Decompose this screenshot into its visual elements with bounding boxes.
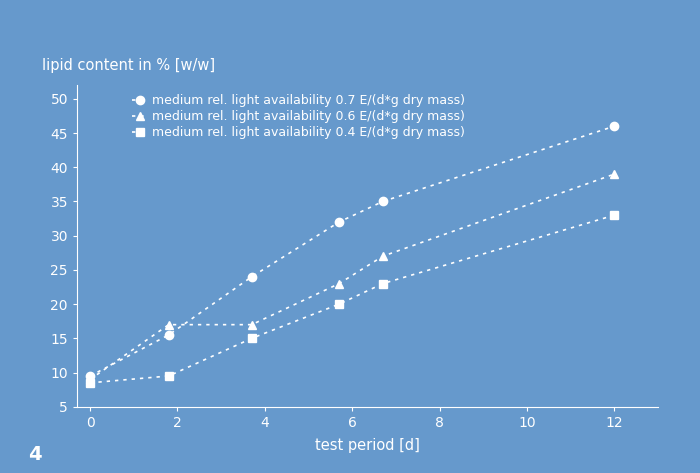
medium rel. light availability 0.6 E/(d*g dry mass): [335, 281, 343, 287]
Legend: medium rel. light availability 0.7 E/(d*g dry mass), medium rel. light availabil: medium rel. light availability 0.7 E/(d*…: [130, 91, 468, 141]
medium rel. light availability 0.4 E/(d*g dry mass): [248, 335, 256, 341]
Line: medium rel. light availability 0.4 E/(d*g dry mass): medium rel. light availability 0.4 E/(d*…: [86, 211, 619, 387]
medium rel. light availability 0.7 E/(d*g dry mass): [610, 123, 619, 129]
medium rel. light availability 0.6 E/(d*g dry mass): [379, 254, 387, 259]
medium rel. light availability 0.4 E/(d*g dry mass): [164, 373, 173, 379]
medium rel. light availability 0.4 E/(d*g dry mass): [379, 281, 387, 287]
medium rel. light availability 0.4 E/(d*g dry mass): [610, 212, 619, 218]
medium rel. light availability 0.7 E/(d*g dry mass): [379, 199, 387, 204]
Line: medium rel. light availability 0.6 E/(d*g dry mass): medium rel. light availability 0.6 E/(d*…: [86, 170, 619, 384]
Line: medium rel. light availability 0.7 E/(d*g dry mass): medium rel. light availability 0.7 E/(d*…: [86, 122, 619, 380]
Text: 4: 4: [28, 445, 41, 464]
medium rel. light availability 0.6 E/(d*g dry mass): [610, 171, 619, 177]
medium rel. light availability 0.7 E/(d*g dry mass): [248, 274, 256, 280]
medium rel. light availability 0.6 E/(d*g dry mass): [248, 322, 256, 327]
medium rel. light availability 0.7 E/(d*g dry mass): [335, 219, 343, 225]
medium rel. light availability 0.6 E/(d*g dry mass): [86, 377, 94, 382]
medium rel. light availability 0.6 E/(d*g dry mass): [164, 322, 173, 327]
X-axis label: test period [d]: test period [d]: [315, 438, 420, 453]
Text: lipid content in % [w/w]: lipid content in % [w/w]: [42, 58, 215, 73]
medium rel. light availability 0.4 E/(d*g dry mass): [335, 301, 343, 307]
medium rel. light availability 0.4 E/(d*g dry mass): [86, 380, 94, 385]
medium rel. light availability 0.7 E/(d*g dry mass): [86, 373, 94, 379]
medium rel. light availability 0.7 E/(d*g dry mass): [164, 332, 173, 338]
